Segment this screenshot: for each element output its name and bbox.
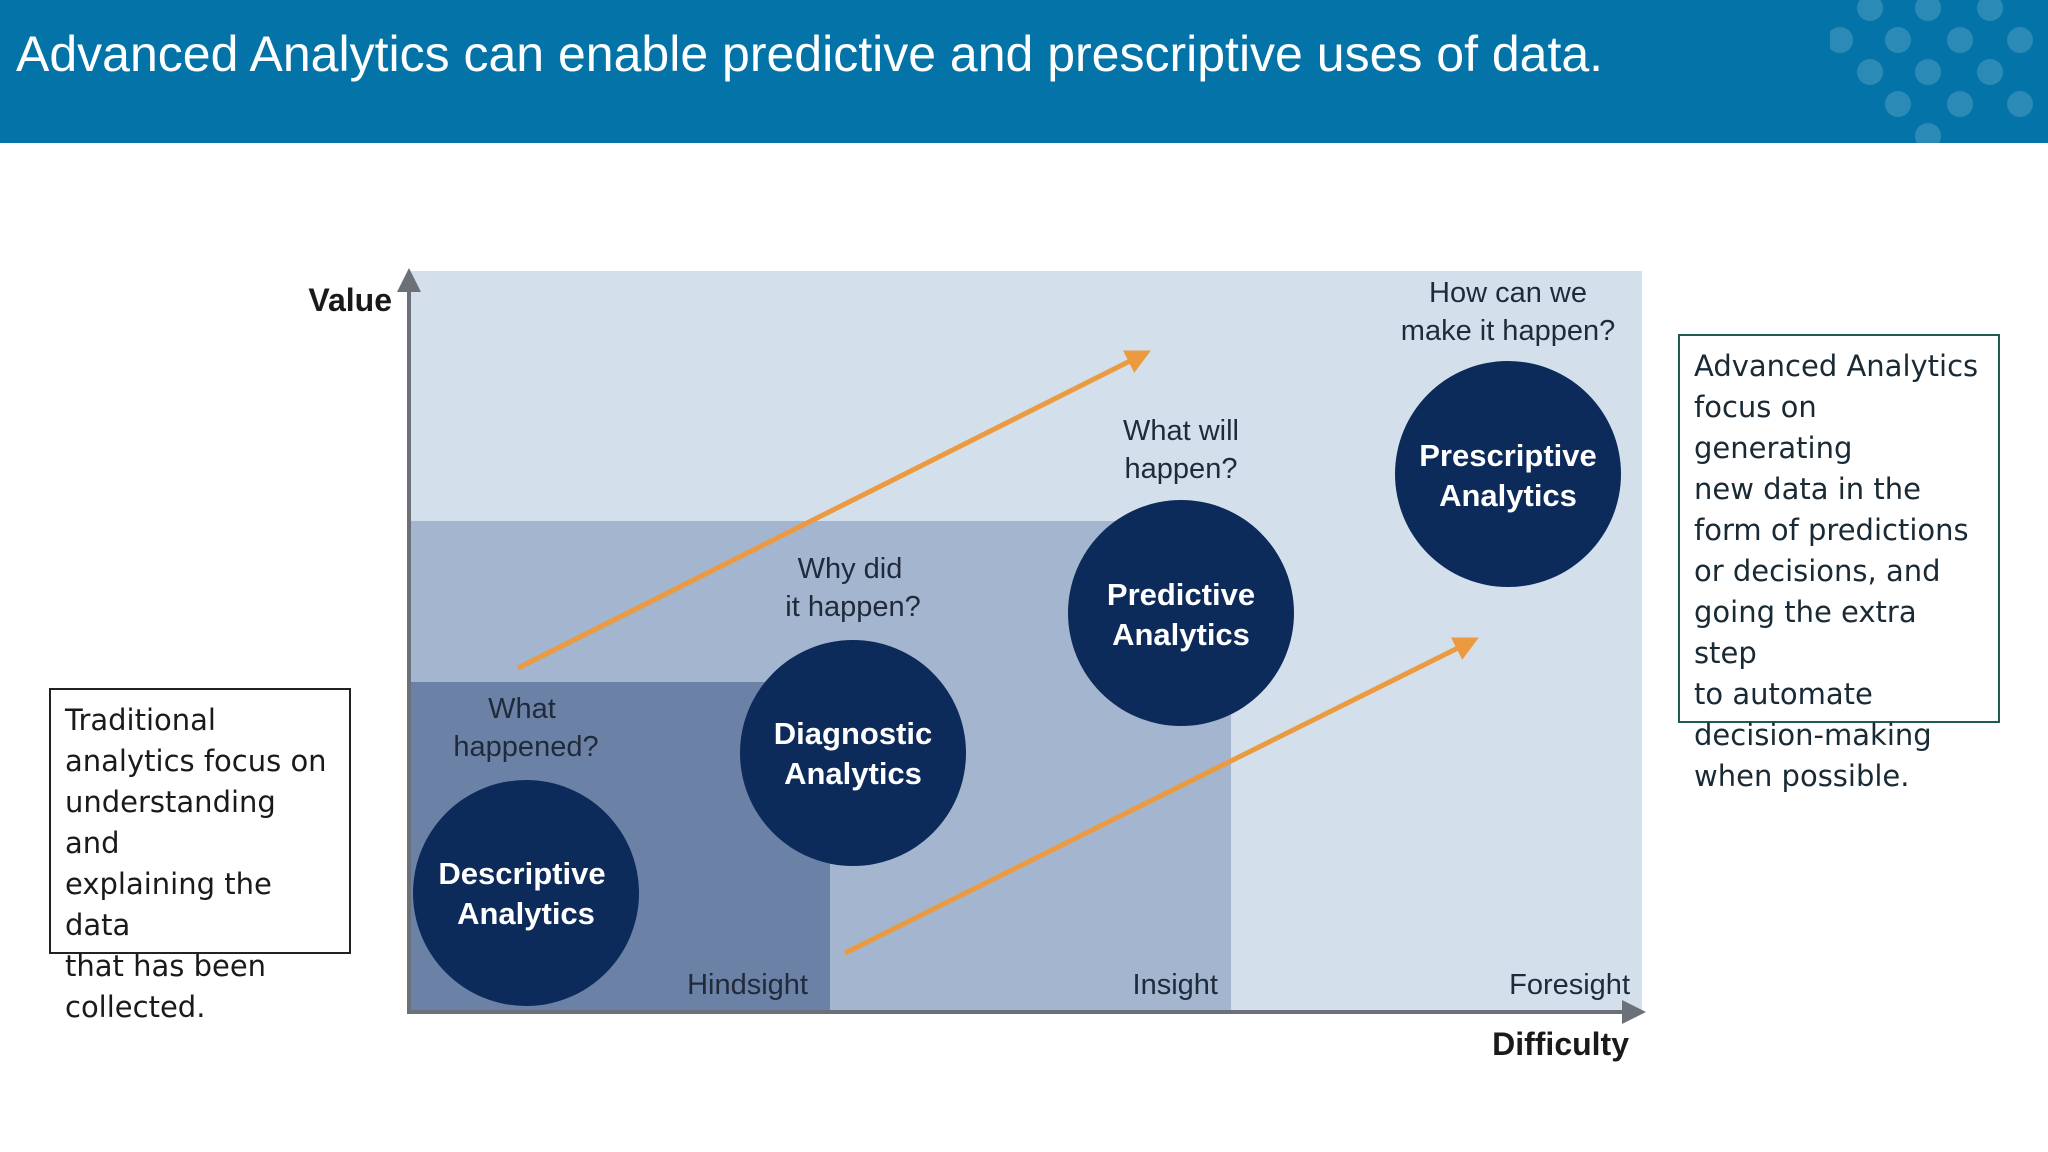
- zone-label-foresight: Foresight: [1509, 969, 1630, 1001]
- descriptive-question-line2: happened?: [453, 731, 598, 763]
- zone-label-insight: Insight: [1133, 969, 1218, 1001]
- upper-trend-arrow: [516, 350, 1151, 671]
- predictive-analytics-label-line1: Predictive: [1107, 577, 1255, 612]
- descriptive-analytics-label-line2: Analytics: [457, 896, 595, 931]
- prescriptive-analytics-label-line1: Prescriptive: [1419, 438, 1597, 473]
- zone-label-hindsight: Hindsight: [687, 969, 808, 1001]
- prescriptive-analytics-circle: [1395, 361, 1621, 587]
- diagnostic-analytics-label-line1: Diagnostic: [774, 716, 932, 751]
- descriptive-question-line1: What: [488, 693, 556, 725]
- predictive-question-line2: happen?: [1125, 453, 1238, 485]
- slide-header: Advanced Analytics can enable predictive…: [0, 0, 2048, 143]
- predictive-question-line1: What will: [1123, 415, 1239, 447]
- diagnostic-analytics-label-line2: Analytics: [784, 756, 922, 791]
- prescriptive-question-line2: make it happen?: [1401, 315, 1615, 347]
- diagnostic-question-line1: Why did: [798, 553, 903, 585]
- prescriptive-question-line1: How can we: [1429, 277, 1587, 309]
- predictive-analytics-circle: [1068, 500, 1294, 726]
- y-axis-label: Value: [308, 282, 392, 318]
- advanced-analytics-note-text: Advanced Analytics focus on generating n…: [1694, 349, 1979, 793]
- descriptive-analytics-circle: [413, 780, 639, 1006]
- diagnostic-analytics-circle: [740, 640, 966, 866]
- x-axis-label: Difficulty: [1492, 1026, 1629, 1062]
- prescriptive-analytics-label-line2: Analytics: [1439, 478, 1577, 513]
- predictive-analytics-label-line2: Analytics: [1112, 617, 1250, 652]
- lower-trend-arrow: [843, 637, 1479, 956]
- traditional-analytics-note-text: Traditional analytics focus on understan…: [65, 703, 327, 1024]
- decorative-dots: [1830, 0, 2033, 143]
- diagnostic-question-line2: it happen?: [785, 591, 920, 623]
- slide-title: Advanced Analytics can enable predictive…: [16, 26, 1604, 82]
- traditional-analytics-note: Traditional analytics focus on understan…: [49, 688, 351, 1024]
- descriptive-analytics-label-line1: Descriptive: [438, 856, 605, 891]
- advanced-analytics-note: Advanced Analytics focus on generating n…: [1678, 334, 2000, 793]
